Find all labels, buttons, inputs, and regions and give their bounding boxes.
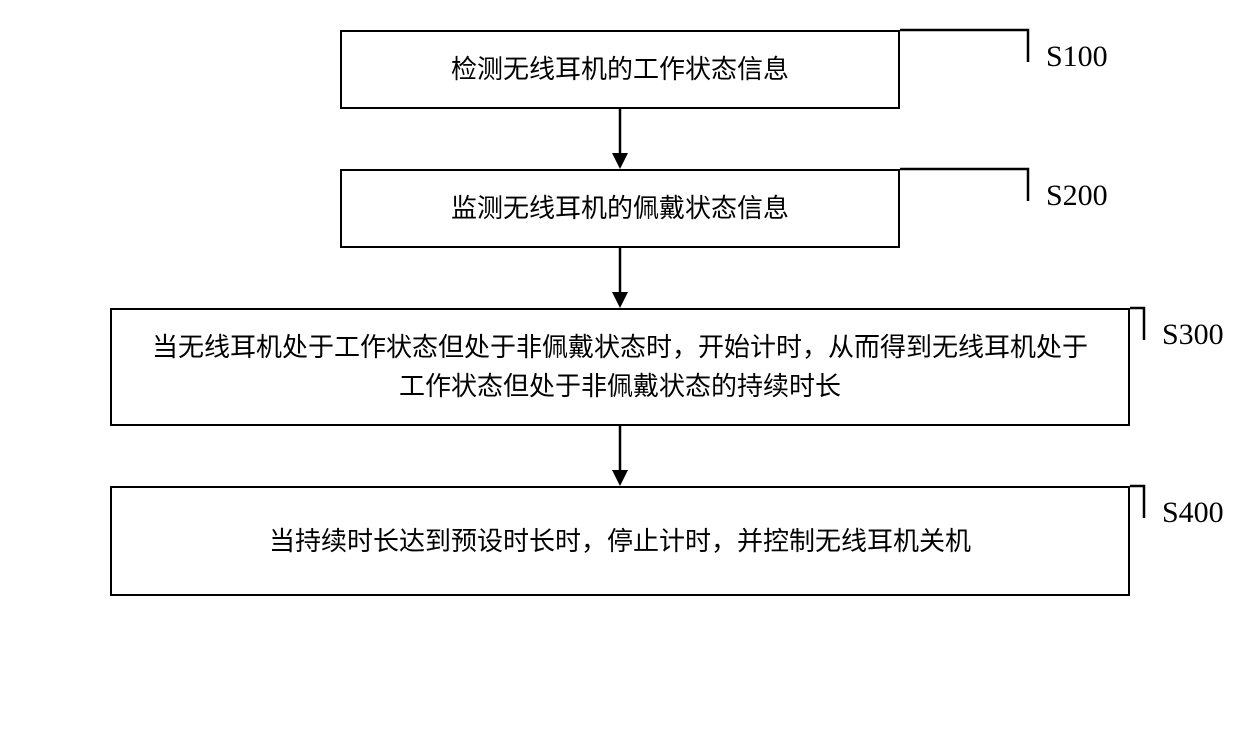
- arrow-s300-s400: [605, 426, 635, 486]
- bracket-icon: [1130, 304, 1156, 344]
- node-row-s400: 当持续时长达到预设时长时，停止计时，并控制无线耳机关机 S400: [110, 486, 1130, 596]
- step-label: S300: [1162, 318, 1224, 352]
- node-text: 当持续时长达到预设时长时，停止计时，并控制无线耳机关机: [269, 522, 971, 561]
- arrow-down-icon: [605, 426, 635, 486]
- step-label: S200: [1046, 179, 1108, 213]
- node-s200: 监测无线耳机的佩戴状态信息: [340, 169, 900, 248]
- bracket-icon: [900, 165, 1040, 205]
- bracket-icon: [900, 26, 1040, 66]
- label-connector-s100: S100: [900, 26, 1108, 74]
- label-connector-s300: S300: [1130, 304, 1224, 352]
- step-label: S400: [1162, 496, 1224, 530]
- label-connector-s200: S200: [900, 165, 1108, 213]
- node-s400: 当持续时长达到预设时长时，停止计时，并控制无线耳机关机: [110, 486, 1130, 596]
- arrow-s200-s300: [605, 248, 635, 308]
- node-row-s200: 监测无线耳机的佩戴状态信息 S200: [340, 169, 900, 248]
- label-connector-s400: S400: [1130, 482, 1224, 530]
- node-s300: 当无线耳机处于工作状态但处于非佩戴状态时，开始计时，从而得到无线耳机处于工作状态…: [110, 308, 1130, 426]
- flowchart-container: 检测无线耳机的工作状态信息 S100 监测无线耳机的佩戴状态信息 S200: [110, 30, 1130, 596]
- node-row-s100: 检测无线耳机的工作状态信息 S100: [340, 30, 900, 109]
- step-label: S100: [1046, 40, 1108, 74]
- arrow-down-icon: [605, 109, 635, 169]
- bracket-icon: [1130, 482, 1156, 522]
- node-text: 监测无线耳机的佩戴状态信息: [451, 189, 789, 228]
- arrow-s100-s200: [605, 109, 635, 169]
- arrow-down-icon: [605, 248, 635, 308]
- node-s100: 检测无线耳机的工作状态信息: [340, 30, 900, 109]
- node-row-s300: 当无线耳机处于工作状态但处于非佩戴状态时，开始计时，从而得到无线耳机处于工作状态…: [110, 308, 1130, 426]
- node-text: 检测无线耳机的工作状态信息: [451, 50, 789, 89]
- node-text: 当无线耳机处于工作状态但处于非佩戴状态时，开始计时，从而得到无线耳机处于工作状态…: [142, 328, 1098, 406]
